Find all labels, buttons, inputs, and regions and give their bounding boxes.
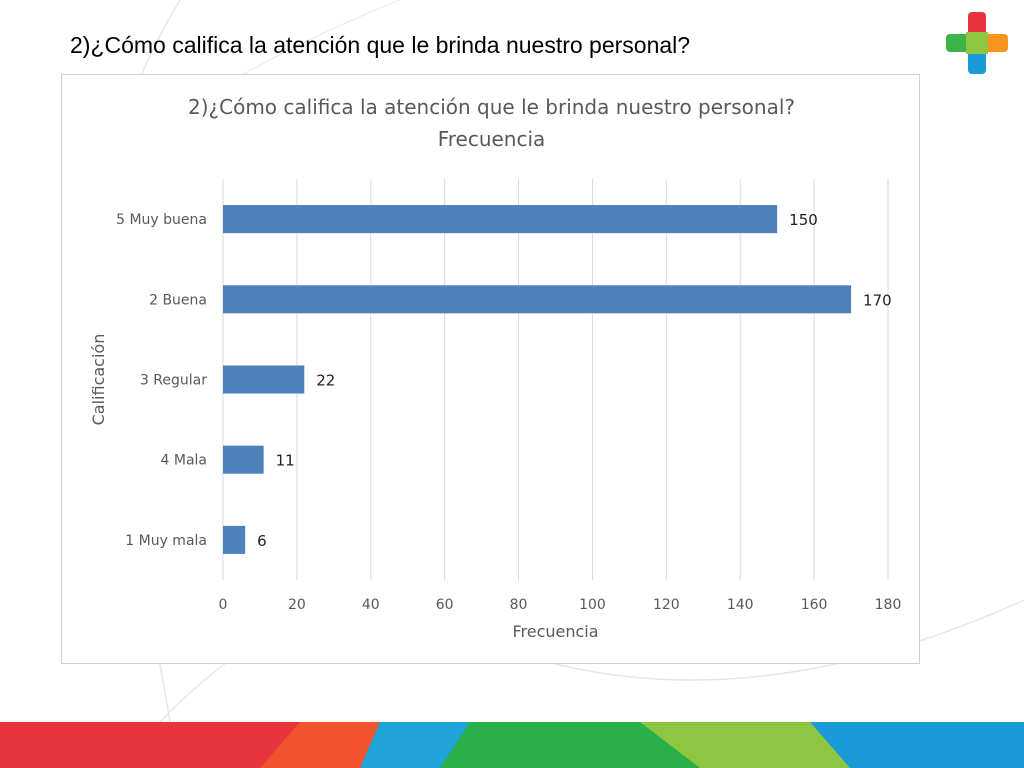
y-category-label: 1 Muy mala (125, 533, 207, 549)
x-tick-label: 0 (219, 597, 228, 613)
x-tick-label: 100 (579, 597, 606, 613)
y-category-label: 3 Regular (140, 373, 207, 389)
bar (223, 525, 246, 554)
x-tick-label: 80 (510, 597, 528, 613)
x-tick-label: 160 (801, 597, 828, 613)
y-category-label: 5 Muy buena (116, 212, 207, 228)
data-label: 150 (789, 211, 818, 229)
slide-title: 2)¿Cómo califica la atención que le brin… (70, 32, 691, 58)
y-axis-title: Calificación (89, 334, 108, 426)
data-label: 170 (863, 291, 892, 309)
cross-logo-icon (946, 12, 1008, 74)
chart-container: 2)¿Cómo califica la atención que le brin… (61, 74, 920, 664)
x-tick-label: 60 (436, 597, 454, 613)
data-label: 6 (257, 532, 267, 550)
x-axis-title: Frecuencia (512, 622, 598, 641)
x-tick-label: 140 (727, 597, 754, 613)
data-label: 22 (316, 372, 335, 390)
bar-chart: 0 20 40 60 80 100 120 140 160 180 5 Muy buena 150 2 … (89, 179, 902, 641)
bar (223, 285, 852, 314)
bar (223, 365, 305, 394)
bottom-color-band (0, 722, 1024, 768)
data-label: 11 (276, 452, 295, 470)
y-category-label: 4 Mala (161, 453, 207, 469)
x-tick-label: 40 (362, 597, 380, 613)
x-tick-label: 120 (653, 597, 680, 613)
chart-subtitle: Frecuencia (437, 127, 546, 151)
x-tick-label: 180 (875, 597, 902, 613)
chart-title: 2)¿Cómo califica la atención que le brin… (187, 95, 796, 119)
x-tick-label: 20 (288, 597, 306, 613)
bar (223, 205, 778, 234)
bar (223, 445, 264, 474)
y-category-label: 2 Buena (149, 292, 207, 308)
